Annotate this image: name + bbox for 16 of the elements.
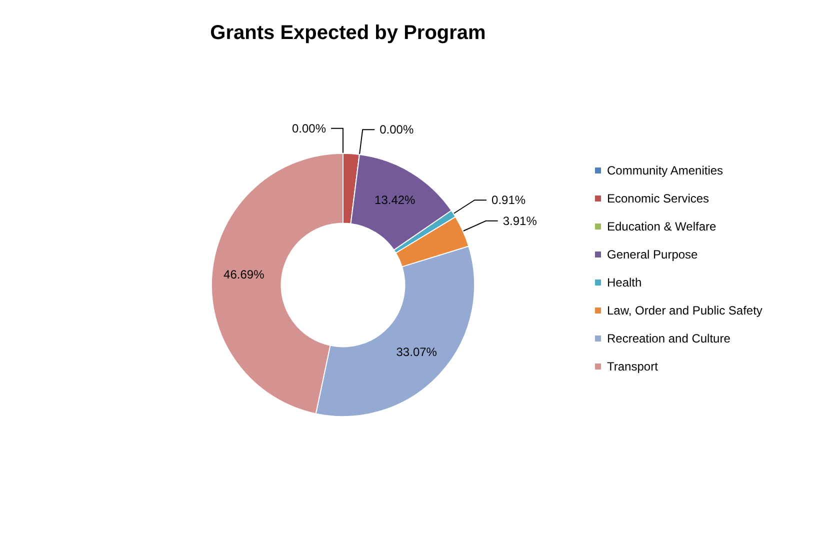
- text: 0.00%: [380, 122, 414, 137]
- data-label: 0.91%: [492, 193, 526, 208]
- legend-label: Law, Order and Public Safety: [607, 304, 762, 318]
- data-label: 3.91%: [502, 214, 538, 228]
- legend-label: Recreation and Culture: [607, 332, 731, 346]
- chart-title: Grants Expected by Program: [210, 22, 486, 44]
- text: 0.00%: [292, 121, 326, 136]
- legend-label: Health: [607, 276, 642, 290]
- data-label: 33.07%: [396, 345, 438, 360]
- legend-label: Transport: [607, 360, 659, 374]
- legend-label: Economic Services: [607, 192, 710, 206]
- data-label: 46.69%: [224, 268, 265, 282]
- legend-label: Community Amenities: [607, 164, 724, 178]
- data-label: 13.42%: [374, 192, 416, 207]
- legend-label: General Purpose: [607, 248, 698, 262]
- legend-label: Education & Welfare: [607, 220, 716, 234]
